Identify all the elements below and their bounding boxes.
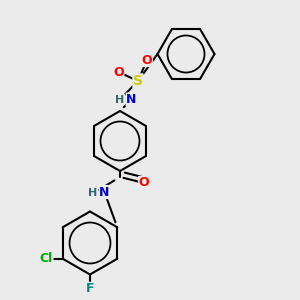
Text: H: H (88, 188, 98, 199)
Text: H: H (116, 94, 124, 105)
Text: O: O (142, 53, 152, 67)
Text: O: O (139, 176, 149, 190)
Text: N: N (126, 93, 136, 106)
Text: O: O (113, 65, 124, 79)
Text: F: F (86, 282, 94, 296)
Text: Cl: Cl (40, 252, 53, 265)
Text: S: S (133, 74, 143, 88)
Text: N: N (99, 185, 110, 199)
